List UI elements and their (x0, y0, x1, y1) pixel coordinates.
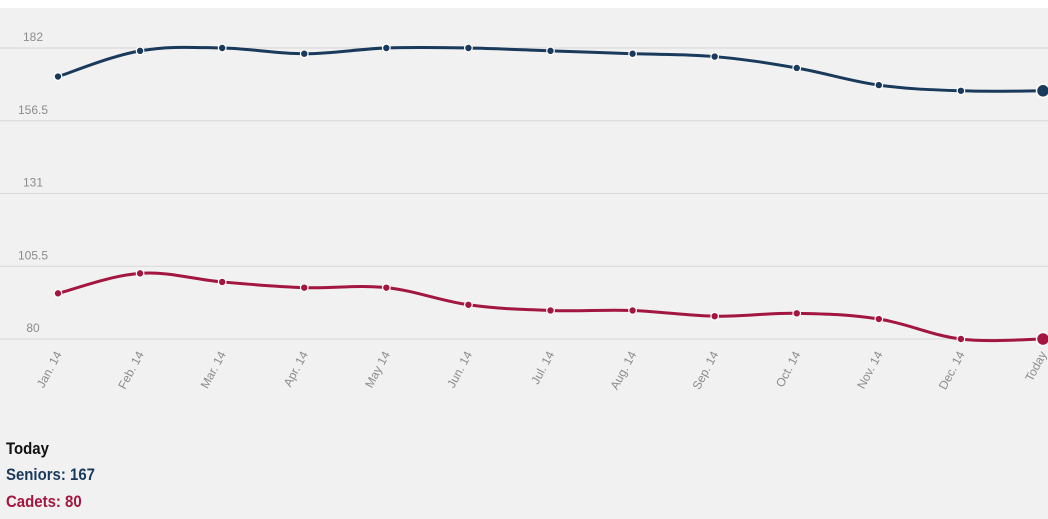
data-point[interactable] (792, 63, 802, 73)
data-point[interactable] (710, 52, 720, 61)
data-point[interactable] (546, 46, 555, 56)
y-tick-label: 156.5 (18, 103, 48, 117)
data-point[interactable] (53, 288, 63, 298)
y-tick-label: 80 (26, 321, 40, 335)
data-point[interactable] (628, 49, 637, 59)
y-tick-label: 182 (23, 30, 43, 44)
chart-background (0, 8, 1048, 519)
data-point[interactable] (381, 283, 391, 293)
data-point[interactable] (135, 268, 145, 278)
data-point[interactable] (299, 283, 309, 293)
data-point[interactable] (1035, 83, 1048, 99)
data-point[interactable] (628, 306, 637, 315)
data-point[interactable] (464, 43, 473, 53)
summary-cadets: Cadets: 80 (6, 492, 82, 511)
y-tick-label: 131 (23, 176, 43, 190)
data-point[interactable] (956, 86, 966, 96)
data-point[interactable] (874, 80, 884, 90)
series-cadets (53, 268, 1048, 347)
data-point[interactable] (1035, 331, 1048, 347)
data-point[interactable] (956, 334, 966, 344)
summary-title: Today (6, 439, 49, 458)
data-point[interactable] (53, 72, 63, 81)
data-point[interactable] (217, 277, 227, 287)
data-point[interactable] (381, 43, 391, 53)
data-point[interactable] (299, 49, 309, 59)
y-tick-label: 105.5 (18, 248, 48, 262)
data-point[interactable] (135, 46, 145, 56)
series-layer (53, 43, 1048, 347)
data-point[interactable] (546, 306, 555, 315)
summary-seniors: Seniors: 167 (6, 465, 95, 484)
data-point[interactable] (217, 43, 227, 53)
data-point[interactable] (464, 300, 473, 310)
series-seniors (53, 43, 1048, 99)
data-point[interactable] (874, 314, 884, 324)
data-point[interactable] (710, 311, 720, 321)
y-axis-ticks: 80 105.5 131 156.5 182 (18, 30, 48, 335)
data-point[interactable] (792, 308, 802, 318)
